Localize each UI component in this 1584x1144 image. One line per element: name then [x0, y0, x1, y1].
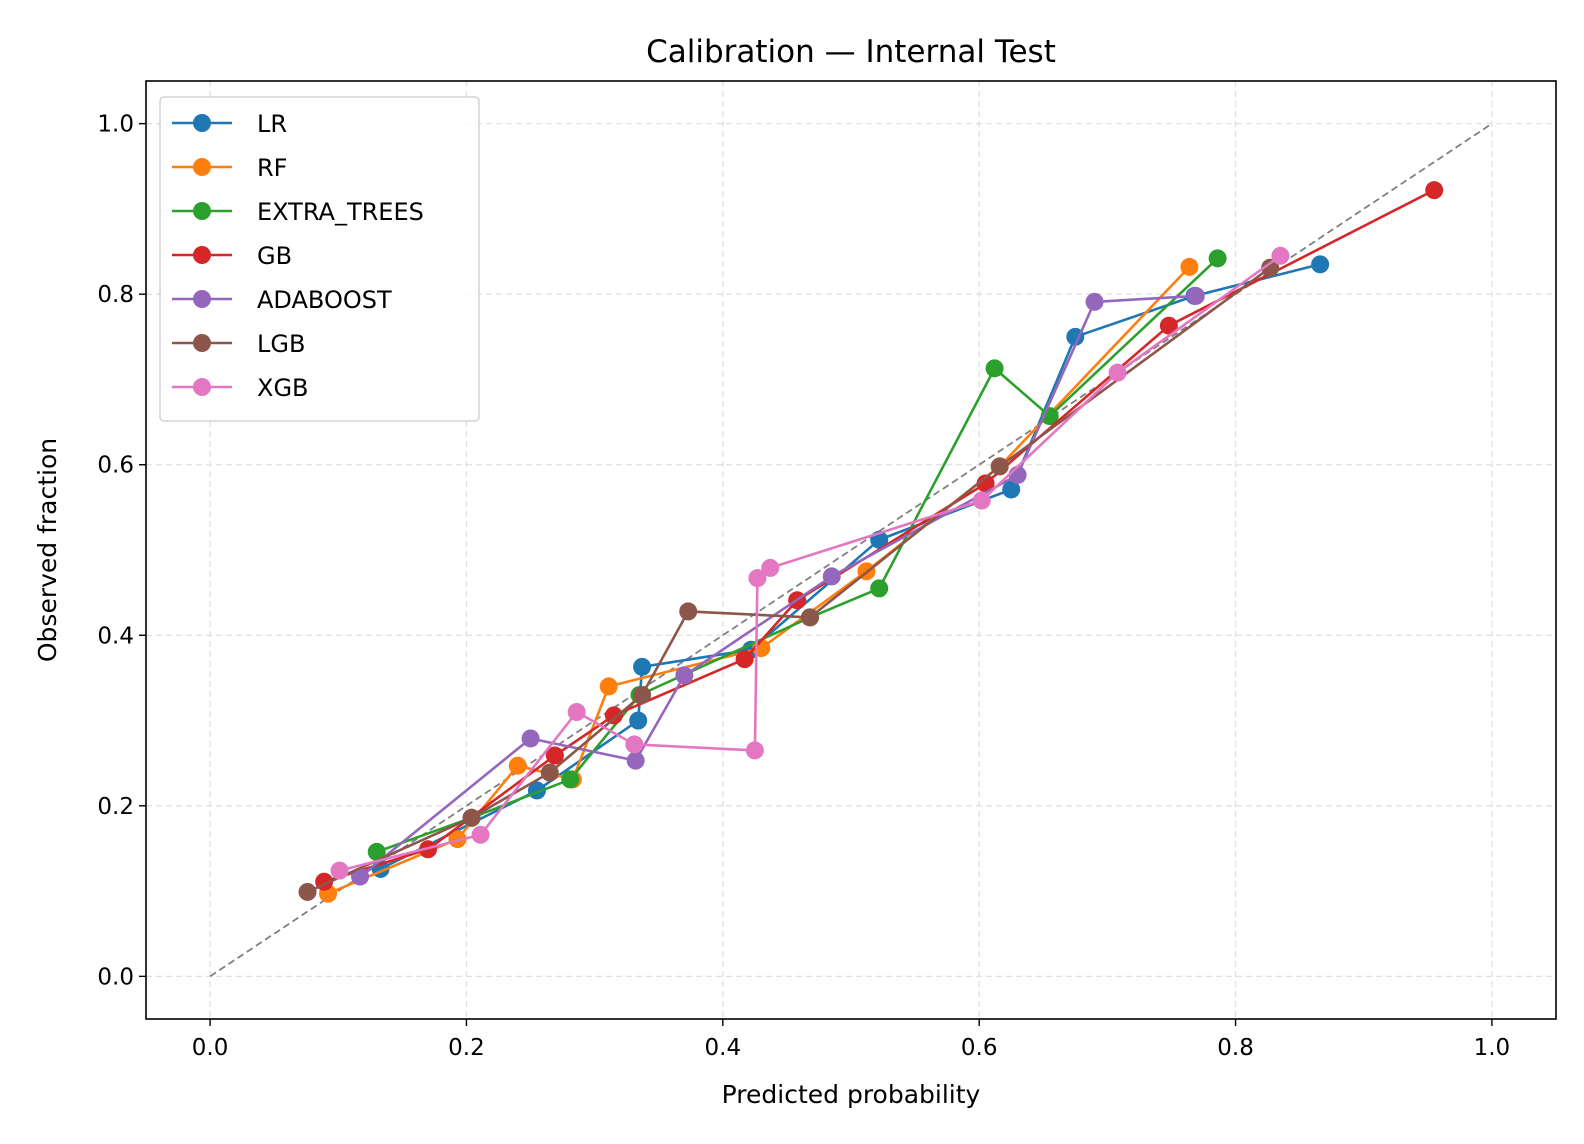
data-point-extra_trees-5 [870, 579, 889, 598]
data-point-lr-3 [633, 657, 652, 676]
grid [146, 81, 1556, 1019]
y-tick-label-2: 0.4 [97, 623, 134, 649]
data-point-xgb-1 [471, 825, 490, 844]
data-point-rf-1 [448, 830, 467, 849]
series-xgb [330, 246, 1290, 880]
legend-label-lr: LR [257, 110, 287, 138]
y-axis-label: Observed fraction [33, 438, 62, 662]
data-point-xgb-5 [748, 569, 767, 588]
legend-label-lgb: LGB [257, 330, 305, 358]
plot-frame [145, 80, 1557, 1020]
series-lgb [298, 258, 1280, 901]
data-point-lr-6 [1002, 480, 1021, 499]
legend: LR RF EXTRA_TREES GB ADABOOST LGB XGB [159, 96, 480, 422]
data-point-lgb-0 [298, 882, 317, 901]
y-tick-label-4: 0.8 [97, 282, 134, 308]
data-point-xgb-9 [1271, 246, 1290, 265]
data-point-xgb-8 [1108, 363, 1127, 382]
series-line-adaboost [359, 294, 1196, 878]
legend-marker-gb [193, 246, 211, 264]
x-tick-label-1: 0.2 [448, 1035, 485, 1061]
data-point-gb-8 [1425, 181, 1444, 200]
data-point-gb-4 [735, 650, 754, 669]
data-point-adaboost-1 [521, 729, 540, 748]
data-point-extra_trees-6 [985, 359, 1004, 378]
data-point-gb-2 [545, 746, 564, 765]
legend-marker-adaboost [193, 290, 211, 308]
data-point-adaboost-7 [1186, 286, 1205, 305]
legend-label-xgb: XGB [257, 374, 309, 402]
series-adaboost [351, 286, 1205, 886]
legend-label-extra_trees: EXTRA_TREES [257, 198, 424, 226]
data-point-adaboost-3 [675, 666, 694, 685]
data-point-adaboost-0 [351, 867, 370, 886]
data-point-extra_trees-0 [367, 842, 386, 861]
y-tick-label-1: 0.2 [97, 794, 134, 820]
x-tick-label-5: 1.0 [1474, 1035, 1511, 1061]
data-point-adaboost-4 [822, 567, 841, 586]
data-point-xgb-3 [625, 735, 644, 754]
x-tick-label-0: 0.0 [192, 1035, 229, 1061]
legend-box [159, 96, 480, 422]
data-point-lgb-5 [800, 608, 819, 627]
series-line-lr [380, 263, 1321, 871]
legend-marker-lgb [193, 334, 211, 352]
x-axis-label: Predicted probability [722, 1080, 981, 1109]
data-point-extra_trees-2 [561, 770, 580, 789]
series-layer [298, 181, 1444, 903]
legend-marker-rf [193, 158, 211, 176]
data-point-gb-3 [604, 706, 623, 725]
data-point-xgb-6 [761, 558, 780, 577]
data-point-lgb-3 [633, 685, 652, 704]
data-point-lgb-4 [679, 602, 698, 621]
data-point-lr-2 [629, 711, 648, 730]
y-tick-label-5: 1.0 [97, 112, 134, 138]
data-point-lgb-2 [540, 763, 559, 782]
data-point-lgb-7 [1261, 258, 1280, 277]
x-tick-label-4: 0.8 [1217, 1035, 1254, 1061]
x-tick-label-3: 0.6 [961, 1035, 998, 1061]
x-tick-label-2: 0.4 [705, 1035, 742, 1061]
legend-label-adaboost: ADABOOST [257, 286, 392, 314]
series-line-lgb [306, 266, 1271, 894]
y-tick-label-0: 0.0 [97, 964, 134, 990]
legend-marker-xgb [193, 378, 211, 396]
legend-marker-extra_trees [193, 202, 211, 220]
data-point-rf-4 [599, 677, 618, 696]
data-point-gb-7 [1159, 316, 1178, 335]
data-point-xgb-4 [745, 741, 764, 760]
data-point-adaboost-6 [1085, 292, 1104, 311]
legend-label-rf: RF [257, 154, 287, 182]
legend-label-gb: GB [257, 242, 292, 270]
data-point-adaboost-5 [1008, 465, 1027, 484]
data-point-extra_trees-8 [1208, 249, 1227, 268]
legend-marker-lr [193, 114, 211, 132]
ticks: 0.0 0.2 0.4 0.6 0.8 1.0 0.0 0.2 0.4 0.6 0.8 1.0 [97, 112, 1510, 1061]
data-point-rf-8 [1180, 257, 1199, 276]
data-point-lgb-1 [462, 808, 481, 827]
data-point-lgb-6 [990, 457, 1009, 476]
data-point-xgb-2 [567, 703, 586, 722]
data-point-xgb-0 [330, 861, 349, 880]
data-point-xgb-7 [972, 491, 991, 510]
chart-title: Calibration — Internal Test [646, 34, 1056, 70]
data-point-rf-2 [508, 756, 527, 775]
data-point-gb-6 [976, 474, 995, 493]
data-point-lr-9 [1311, 255, 1330, 274]
y-tick-label-3: 0.6 [97, 453, 134, 479]
data-point-adaboost-2 [626, 751, 645, 770]
series-line-xgb [339, 254, 1282, 872]
